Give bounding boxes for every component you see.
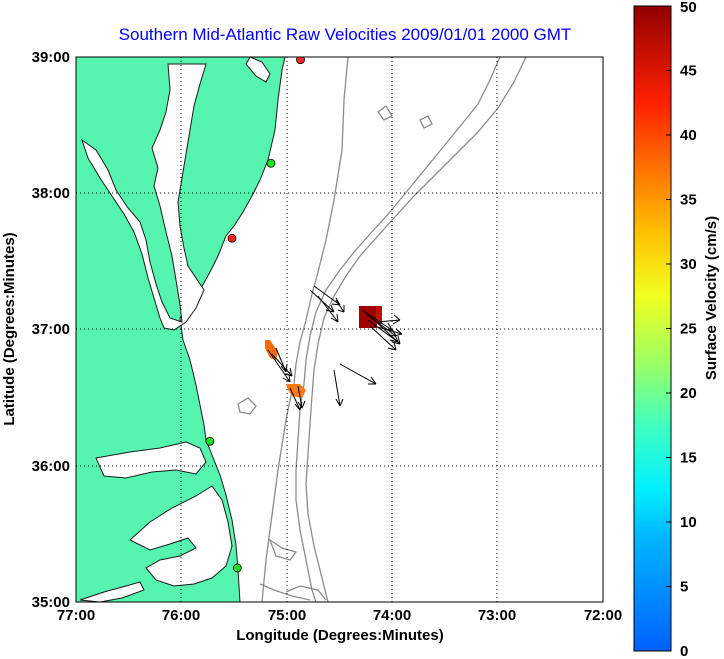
map-plot-area: [76, 57, 603, 602]
colorbar-tick-label: 0: [680, 643, 688, 659]
station-marker: [266, 158, 276, 168]
colorbar-tick-label: 25: [680, 321, 697, 338]
y-tick-label: 37:00: [32, 321, 70, 338]
colorbar-tick-label: 45: [680, 63, 697, 80]
y-tick-label: 36:00: [32, 458, 70, 475]
colorbar-label: Surface Velocity (cm/s): [703, 216, 720, 380]
y-axis-label: Latitude (Degrees:Minutes): [1, 232, 18, 425]
x-tick-label: 72:00: [584, 607, 622, 624]
colorbar: 0 5 10 15 20 25 30 35 40 45 50 Surface Velocity (c…: [633, 0, 720, 659]
y-axis: 39:00 38:00 37:00 36:00 35:00 Latitude (…: [1, 49, 70, 611]
colorbar-ticks: 0 5 10 15 20 25 30 35 40 45 50: [666, 0, 697, 659]
colorbar-tick-label: 50: [680, 0, 697, 16]
neuse-river: [79, 581, 145, 602]
colorbar-tick-label: 30: [680, 256, 697, 273]
station-marker: [205, 436, 215, 446]
station-marker: [296, 57, 305, 65]
velocity-patch-west: [265, 340, 278, 360]
colorbar-tick-label: 15: [680, 450, 697, 467]
pamlico-sound: [129, 485, 233, 587]
x-tick-label: 76:00: [162, 607, 200, 624]
map-title: Southern Mid-Atlantic Raw Velocities 200…: [119, 25, 572, 44]
velocity-patch-south: [286, 384, 306, 398]
colorbar-tick-label: 10: [680, 514, 697, 531]
colorbar-gradient: [633, 5, 672, 652]
bathymetry-contours: [237, 57, 527, 602]
y-tick-label: 35:00: [32, 594, 70, 611]
x-tick-label: 75:00: [268, 607, 306, 624]
delaware-bay: [245, 57, 271, 83]
velocity-vectors: [267, 285, 403, 411]
x-tick-label: 77:00: [57, 607, 95, 624]
station-markers: [205, 57, 305, 573]
x-axis: 77:00 76:00 75:00 74:00 73:00 72:00 Long…: [57, 607, 622, 644]
colorbar-tick-label: 35: [680, 192, 697, 209]
y-tick-label: 39:00: [32, 49, 70, 66]
colorbar-tick-label: 40: [680, 127, 697, 144]
y-tick-label: 38:00: [32, 185, 70, 202]
velocity-patch-north-edge: [376, 306, 382, 324]
station-marker: [232, 563, 242, 573]
albemarle-sound: [95, 441, 207, 479]
x-tick-label: 73:00: [478, 607, 516, 624]
station-marker: [227, 233, 237, 243]
x-axis-label: Longitude (Degrees:Minutes): [236, 627, 444, 644]
colorbar-tick-label: 5: [680, 579, 688, 596]
colorbar-tick-label: 20: [680, 385, 697, 402]
x-tick-label: 74:00: [373, 607, 411, 624]
map-frame: [75, 56, 604, 603]
